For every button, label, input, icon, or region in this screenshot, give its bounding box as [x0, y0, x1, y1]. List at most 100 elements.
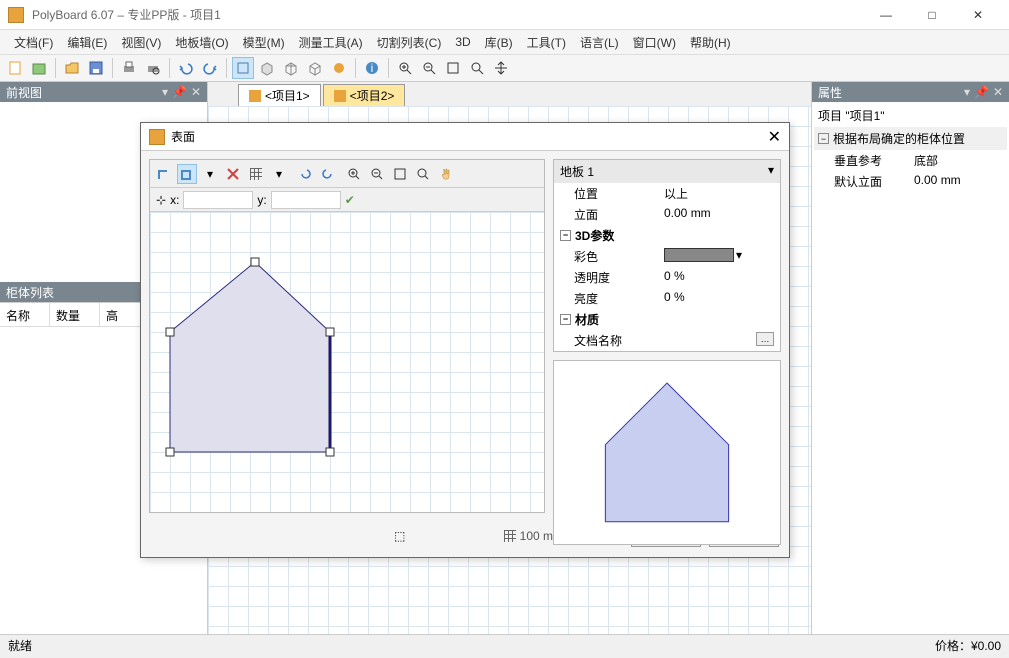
coord-confirm-icon[interactable]: ✔	[345, 193, 355, 207]
dp-row-docname[interactable]: 文档名称 …	[554, 330, 780, 351]
prop-v: 底部	[914, 152, 938, 169]
print-button[interactable]	[118, 57, 140, 79]
view-wireframe-button[interactable]	[304, 57, 326, 79]
dialog-canvas[interactable]	[150, 212, 544, 512]
dialog-close-button[interactable]: ✕	[768, 127, 781, 147]
dp-k: 彩色	[574, 248, 664, 265]
redo-tool[interactable]	[318, 164, 338, 184]
redo-button[interactable]	[199, 57, 221, 79]
prop-row-vertical-ref[interactable]: 垂直参考 底部	[814, 150, 1007, 171]
menu-3d[interactable]: 3D	[449, 33, 476, 51]
coord-x-input[interactable]	[183, 191, 253, 209]
panel-pin-icon[interactable]: 📌	[172, 85, 187, 99]
panel-menu-icon[interactable]: ▾	[964, 85, 970, 99]
menu-tools[interactable]: 工具(T)	[521, 32, 572, 53]
minimize-button[interactable]: —	[863, 0, 909, 30]
menu-file[interactable]: 文档(F)	[8, 32, 59, 53]
close-button[interactable]: ✕	[955, 0, 1001, 30]
view-settings-button[interactable]	[328, 57, 350, 79]
color-swatch[interactable]	[664, 248, 734, 262]
dp-group-material[interactable]: − 材质	[554, 309, 780, 330]
menu-view[interactable]: 视图(V)	[115, 32, 167, 53]
ellipsis-button[interactable]: …	[756, 332, 774, 346]
shape-tool-dropdown[interactable]: ▾	[200, 164, 220, 184]
dialog-toolbar: ▾ ▾	[150, 160, 544, 188]
coord-x-label: x:	[170, 193, 179, 207]
new-button[interactable]	[4, 57, 26, 79]
menu-window[interactable]: 窗口(W)	[627, 32, 682, 53]
prop-project-title: 项目 "项目1"	[814, 104, 1007, 127]
panel-pin-icon[interactable]: 📌	[974, 85, 989, 99]
zoom-out-button[interactable]	[418, 57, 440, 79]
info-button[interactable]: i	[361, 57, 383, 79]
dp-row-position[interactable]: 位置 以上	[554, 183, 780, 204]
menu-model[interactable]: 模型(M)	[237, 32, 291, 53]
zoom-fit-tool[interactable]	[390, 164, 410, 184]
delete-tool[interactable]	[223, 164, 243, 184]
undo-button[interactable]	[175, 57, 197, 79]
zoom-out-tool[interactable]	[367, 164, 387, 184]
save-button[interactable]	[85, 57, 107, 79]
prop-v: 0.00 mm	[914, 173, 961, 190]
view-perspective-button[interactable]	[280, 57, 302, 79]
view-2d-button[interactable]	[232, 57, 254, 79]
dp-header[interactable]: 地板 1 ▾	[554, 160, 780, 183]
pan-tool[interactable]	[436, 164, 456, 184]
cabinet-list-title: 柜体列表	[6, 284, 54, 301]
dp-k: 文档名称	[574, 332, 664, 349]
coord-y-input[interactable]	[271, 191, 341, 209]
dialog-icon	[149, 129, 165, 145]
dp-group-label: 3D参数	[575, 227, 614, 244]
panel-menu-icon[interactable]: ▾	[162, 85, 168, 99]
pan-button[interactable]	[490, 57, 512, 79]
col-qty[interactable]: 数量	[50, 303, 100, 326]
dp-v: 以上	[664, 185, 688, 202]
dp-row-brightness[interactable]: 亮度 0 %	[554, 288, 780, 309]
print-preview-button[interactable]	[142, 57, 164, 79]
dialog-properties: 地板 1 ▾ 位置 以上 立面 0.00 mm − 3D参数 彩色	[553, 159, 781, 352]
dp-v: 0.00 mm	[664, 206, 711, 223]
grid-tool[interactable]	[246, 164, 266, 184]
col-name[interactable]: 名称	[0, 303, 50, 326]
tab-project2[interactable]: <项目2>	[323, 84, 406, 106]
prop-group-label: 根据布局确定的柜体位置	[833, 130, 965, 147]
menu-cutlist[interactable]: 切割列表(C)	[371, 32, 448, 53]
menu-library[interactable]: 库(B)	[479, 32, 519, 53]
zoom-in-button[interactable]	[394, 57, 416, 79]
menu-help[interactable]: 帮助(H)	[684, 32, 737, 53]
undo-tool[interactable]	[295, 164, 315, 184]
tab-icon	[334, 90, 346, 102]
maximize-button[interactable]: □	[909, 0, 955, 30]
dp-group-3d[interactable]: − 3D参数	[554, 225, 780, 246]
zoom-in-tool[interactable]	[344, 164, 364, 184]
prop-group-layout[interactable]: − 根据布局确定的柜体位置	[814, 127, 1007, 150]
menu-measure[interactable]: 测量工具(A)	[293, 32, 369, 53]
dp-row-transparency[interactable]: 透明度 0 %	[554, 267, 780, 288]
zoom-tool[interactable]	[413, 164, 433, 184]
shape-tool-1[interactable]	[154, 164, 174, 184]
coord-y-label: y:	[257, 193, 266, 207]
dp-row-color[interactable]: 彩色 ▾	[554, 246, 780, 267]
new-cab-button[interactable]	[28, 57, 50, 79]
prop-k: 垂直参考	[834, 152, 914, 169]
menu-floor[interactable]: 地板墙(O)	[169, 32, 234, 53]
dialog-title: 表面	[171, 128, 195, 145]
properties-grid: 项目 "项目1" − 根据布局确定的柜体位置 垂直参考 底部 默认立面 0.00…	[812, 102, 1009, 194]
panel-close-icon[interactable]: ✕	[993, 85, 1003, 99]
menu-language[interactable]: 语言(L)	[574, 32, 625, 53]
dp-k: 亮度	[574, 290, 664, 307]
shape-tool-2[interactable]	[177, 164, 197, 184]
view-3d-button[interactable]	[256, 57, 278, 79]
dp-v: 0 %	[664, 290, 685, 307]
panel-close-icon[interactable]: ✕	[191, 85, 201, 99]
dp-row-elevation[interactable]: 立面 0.00 mm	[554, 204, 780, 225]
prop-row-default-elev[interactable]: 默认立面 0.00 mm	[814, 171, 1007, 192]
zoom-region-button[interactable]	[466, 57, 488, 79]
open-button[interactable]	[61, 57, 83, 79]
prop-k: 默认立面	[834, 173, 914, 190]
menu-edit[interactable]: 编辑(E)	[61, 32, 113, 53]
grid-dropdown[interactable]: ▾	[269, 164, 289, 184]
surface-dialog: 表面 ✕ ▾ ▾ ⊹	[140, 122, 790, 558]
tab-project1[interactable]: <项目1>	[238, 84, 321, 106]
zoom-fit-button[interactable]	[442, 57, 464, 79]
